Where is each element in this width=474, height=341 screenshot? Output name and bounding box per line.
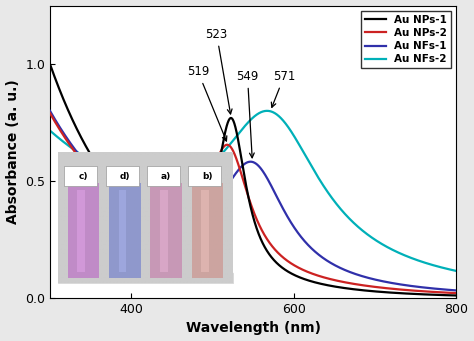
Au NPs-1 xyxy=(442,293,447,297)
Au NFs-2 xyxy=(442,266,448,270)
Au NPs-2 xyxy=(47,111,53,115)
Au NPs-2 xyxy=(68,144,73,148)
Au NFs-1 xyxy=(454,288,459,293)
X-axis label: Wavelength (nm): Wavelength (nm) xyxy=(186,322,321,336)
Au NFs-2 xyxy=(245,121,250,125)
Au NFs-1 xyxy=(442,287,447,292)
Line: Au NPs-2: Au NPs-2 xyxy=(50,113,456,293)
Au NPs-2 xyxy=(454,291,459,295)
Au NPs-1 xyxy=(367,289,373,293)
Au NPs-2 xyxy=(442,291,447,295)
Legend: Au NPs-1, Au NPs-2, Au NFs-1, Au NFs-2: Au NPs-1, Au NPs-2, Au NFs-1, Au NFs-2 xyxy=(361,11,451,69)
Au NFs-2 xyxy=(68,145,73,149)
Au NFs-2 xyxy=(47,129,53,133)
Au NPs-2 xyxy=(442,291,447,295)
Au NFs-2 xyxy=(454,269,459,273)
Line: Au NFs-1: Au NFs-1 xyxy=(50,111,456,291)
Au NFs-1 xyxy=(245,160,250,164)
Au NPs-2 xyxy=(245,192,250,196)
Au NFs-1 xyxy=(68,142,73,146)
Text: 549: 549 xyxy=(237,70,259,158)
Au NFs-1 xyxy=(234,170,240,174)
Au NPs-1 xyxy=(245,191,250,195)
Au NFs-2 xyxy=(442,266,447,270)
Line: Au NFs-2: Au NFs-2 xyxy=(50,111,456,271)
Au NFs-1 xyxy=(367,276,373,280)
Text: 523: 523 xyxy=(206,28,232,114)
Au NPs-1 xyxy=(442,293,447,297)
Au NPs-1 xyxy=(234,131,240,135)
Text: 519: 519 xyxy=(187,65,227,141)
Au NPs-2 xyxy=(234,158,240,162)
Y-axis label: Absorbance (a. u.): Absorbance (a. u.) xyxy=(6,79,19,224)
Line: Au NPs-1: Au NPs-1 xyxy=(50,64,456,296)
Au NFs-2 xyxy=(367,234,373,238)
Au NFs-1 xyxy=(442,287,447,292)
Au NPs-1 xyxy=(47,62,53,66)
Au NPs-1 xyxy=(454,294,459,298)
Text: 571: 571 xyxy=(271,70,295,107)
Au NFs-2 xyxy=(234,134,240,138)
Au NPs-1 xyxy=(68,114,73,118)
Au NFs-1 xyxy=(47,109,53,113)
Au NPs-2 xyxy=(367,284,373,288)
Au NFs-2 xyxy=(264,109,270,113)
